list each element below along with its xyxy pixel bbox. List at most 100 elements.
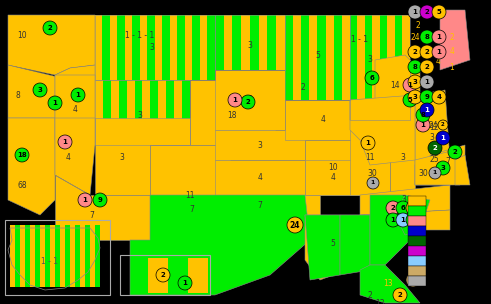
Bar xyxy=(20,225,25,287)
Bar xyxy=(259,15,268,70)
Circle shape xyxy=(403,78,417,92)
Bar xyxy=(408,196,426,206)
Circle shape xyxy=(406,201,420,215)
Bar xyxy=(15,225,20,287)
Text: 3: 3 xyxy=(401,153,406,161)
Bar xyxy=(85,225,90,287)
Bar xyxy=(182,80,190,145)
Text: 6: 6 xyxy=(401,205,406,211)
Bar xyxy=(95,225,100,287)
Text: 3: 3 xyxy=(412,79,417,85)
Text: 24: 24 xyxy=(410,33,420,42)
Bar xyxy=(224,15,233,70)
Circle shape xyxy=(436,131,450,145)
Polygon shape xyxy=(215,130,305,160)
Polygon shape xyxy=(350,120,390,195)
Text: 13: 13 xyxy=(383,278,393,288)
Text: 2: 2 xyxy=(368,291,372,299)
Text: 3: 3 xyxy=(120,153,124,161)
Text: 1 - 1 - 1: 1 - 1 - 1 xyxy=(125,30,155,40)
Bar xyxy=(380,15,387,120)
Circle shape xyxy=(408,60,422,74)
Circle shape xyxy=(361,136,375,150)
Text: 68: 68 xyxy=(17,181,27,189)
Text: 8: 8 xyxy=(421,112,425,118)
Polygon shape xyxy=(305,215,340,280)
Bar xyxy=(408,216,426,226)
Bar xyxy=(373,15,380,120)
Text: 2: 2 xyxy=(431,168,436,178)
Text: 1: 1 xyxy=(366,140,370,146)
Text: 18: 18 xyxy=(227,110,237,119)
Polygon shape xyxy=(8,118,55,215)
Bar xyxy=(95,80,103,145)
Text: 2: 2 xyxy=(425,49,429,55)
Circle shape xyxy=(432,5,446,19)
Circle shape xyxy=(386,213,400,227)
Bar xyxy=(350,15,357,120)
Bar xyxy=(163,15,170,80)
Bar xyxy=(387,15,395,120)
Text: 3: 3 xyxy=(137,110,142,119)
Text: 1: 1 xyxy=(436,49,441,55)
Circle shape xyxy=(367,177,379,189)
Text: 1: 1 xyxy=(183,280,188,286)
Text: 4: 4 xyxy=(436,94,441,100)
Bar xyxy=(166,80,174,145)
Circle shape xyxy=(406,213,420,227)
Text: 10: 10 xyxy=(383,229,393,237)
Polygon shape xyxy=(55,175,150,240)
Circle shape xyxy=(438,120,448,130)
Polygon shape xyxy=(415,150,460,185)
Circle shape xyxy=(420,45,434,59)
Text: 3: 3 xyxy=(451,40,456,50)
Bar xyxy=(155,15,163,80)
Polygon shape xyxy=(430,145,465,175)
Text: 1: 1 xyxy=(408,82,412,88)
Circle shape xyxy=(156,268,170,282)
Circle shape xyxy=(386,201,400,215)
Text: 1: 1 xyxy=(436,34,441,40)
Bar xyxy=(357,15,365,120)
Bar xyxy=(110,15,117,80)
Bar xyxy=(408,206,426,216)
Polygon shape xyxy=(360,265,420,303)
Polygon shape xyxy=(215,160,305,195)
Text: 4: 4 xyxy=(66,153,70,161)
Polygon shape xyxy=(95,118,190,195)
Polygon shape xyxy=(440,10,470,70)
Circle shape xyxy=(178,276,192,290)
Text: 2: 2 xyxy=(415,20,420,29)
Bar xyxy=(309,15,318,100)
Text: 3: 3 xyxy=(38,87,42,93)
Bar xyxy=(30,225,35,287)
Polygon shape xyxy=(390,120,415,195)
Bar xyxy=(148,258,168,293)
Text: 2: 2 xyxy=(425,9,429,15)
Text: 8: 8 xyxy=(425,34,430,40)
Bar xyxy=(395,15,403,120)
Circle shape xyxy=(420,75,434,89)
Circle shape xyxy=(393,288,407,302)
Bar xyxy=(365,15,373,120)
Circle shape xyxy=(43,21,57,35)
Circle shape xyxy=(58,135,72,149)
Text: 3: 3 xyxy=(258,140,262,150)
Text: 24: 24 xyxy=(290,220,300,230)
Polygon shape xyxy=(285,100,360,140)
Polygon shape xyxy=(415,90,450,165)
Text: 30: 30 xyxy=(418,168,428,178)
Bar xyxy=(188,258,208,293)
Circle shape xyxy=(416,108,430,122)
Text: 5: 5 xyxy=(385,216,390,224)
Circle shape xyxy=(228,93,242,107)
Circle shape xyxy=(420,60,434,74)
Bar xyxy=(103,15,110,80)
Polygon shape xyxy=(55,118,95,195)
Bar xyxy=(200,15,208,80)
Bar xyxy=(95,15,103,80)
Text: 1: 1 xyxy=(233,97,238,103)
Text: 2: 2 xyxy=(48,25,53,31)
Text: 2: 2 xyxy=(398,292,403,298)
Bar xyxy=(408,226,426,236)
